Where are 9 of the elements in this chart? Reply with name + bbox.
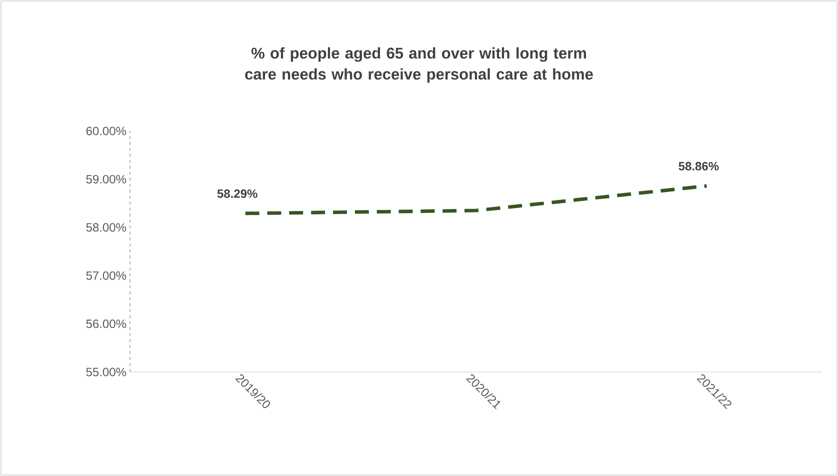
y-tick-label: 57.00% bbox=[86, 271, 126, 280]
chart-title: % of people aged 65 and over with long term care needs who receive personal care at home bbox=[245, 47, 593, 83]
y-tick-label: 56.00% bbox=[86, 320, 126, 328]
y-tick-label: 55.00% bbox=[86, 368, 126, 376]
y-tick-label: 58.00% bbox=[86, 223, 126, 232]
y-tick-label: 59.00% bbox=[86, 174, 126, 184]
data-label: 58.29% bbox=[217, 189, 258, 198]
y-tick-label: 60.00% bbox=[86, 126, 126, 136]
data-label: 58.86% bbox=[678, 162, 719, 170]
